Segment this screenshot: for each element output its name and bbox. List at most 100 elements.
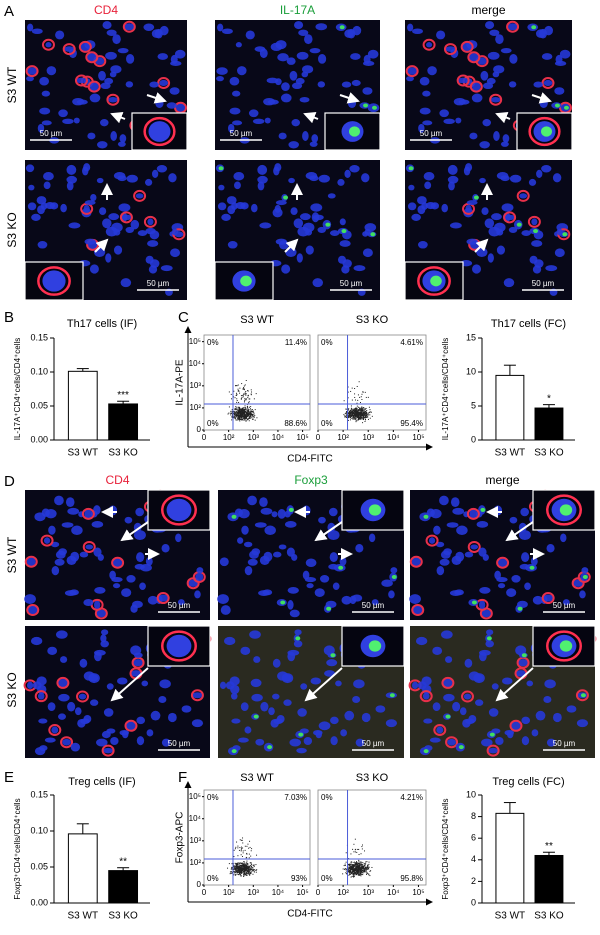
nucleus [411,681,419,690]
nucleus [167,712,177,723]
event-dot [345,416,347,418]
event-dot [244,849,246,851]
nucleus [432,646,443,655]
event-dot [245,416,247,418]
event-dot [366,861,368,863]
event-dot [237,415,239,417]
nucleus [482,119,491,127]
event-dot [241,383,243,385]
event-dot [246,390,248,392]
event-dot [357,867,359,869]
scale-bar-label: 50 µm [532,279,555,288]
event-dot [238,867,240,869]
event-dot [238,873,240,875]
event-dot [241,419,243,421]
event-dot [362,868,364,870]
event-dot [252,410,254,412]
event-dot [354,388,356,390]
marker-cell [325,222,331,227]
nucleus [140,564,152,572]
event-dot [360,863,362,865]
nucleus [157,53,169,60]
nucleus [368,533,376,543]
nucleus [288,177,295,184]
event-dot [351,870,353,872]
nucleus [226,196,237,205]
event-dot [359,411,361,413]
nucleus [344,169,351,178]
inset-marker [240,275,252,287]
quadrant-label: 0% [321,419,333,428]
nucleus [257,181,265,191]
nucleus [241,525,249,535]
x-tick-label: 10⁵ [296,888,308,897]
event-dot [349,865,351,867]
nucleus [493,505,503,516]
nucleus [406,67,418,75]
event-dot [351,868,353,870]
event-dot [354,851,356,853]
nucleus [105,253,112,263]
event-dot [355,410,357,412]
event-dot [251,411,253,413]
nucleus [268,707,275,716]
event-dot [235,419,237,421]
event-dot [349,873,351,875]
event-dot [245,869,247,871]
nucleus [216,76,224,82]
nucleus [517,659,529,667]
nucleus [94,587,106,594]
event-dot [242,414,244,416]
nucleus [361,173,370,183]
event-dot [355,848,357,850]
event-dot [358,864,360,866]
event-dot [236,416,238,418]
nucleus [462,718,471,728]
nucleus [290,207,298,216]
nucleus [421,676,432,686]
event-dot [356,385,358,387]
nucleus [318,721,331,731]
event-dot [346,415,348,417]
nucleus [47,702,56,712]
event-dot [242,417,244,419]
x-tick-label: 10³ [362,888,374,897]
inset-cd4 [161,630,197,662]
event-dot [358,862,360,864]
nucleus [510,721,522,731]
inset-marker [559,640,573,652]
marker-cell [529,565,535,570]
nucleus [144,178,153,186]
event-dot [359,412,361,414]
event-dot [352,875,354,877]
event-dot [237,867,239,869]
event-dot [236,871,238,873]
event-dot [362,862,364,864]
event-dot [246,418,248,420]
event-dot [362,411,364,413]
event-dot [359,409,361,411]
marker-cell [489,732,495,737]
nucleus [422,120,433,126]
nucleus [480,70,489,81]
nucleus [251,693,263,702]
event-dot [248,402,250,404]
event-dot [236,401,238,403]
event-dot [243,415,245,417]
nucleus [417,196,427,205]
nucleus [317,226,326,234]
nucleus [110,65,122,74]
event-dot [353,873,355,875]
event-dot [362,866,364,868]
nucleus [481,207,489,216]
nucleus [504,730,515,736]
nucleus [54,558,65,566]
event-dot [360,870,362,872]
event-dot [247,395,249,397]
event-dot [351,871,353,873]
event-dot [355,414,357,416]
nucleus [237,737,249,743]
nucleus [123,23,136,31]
cd4-cell [82,540,96,553]
